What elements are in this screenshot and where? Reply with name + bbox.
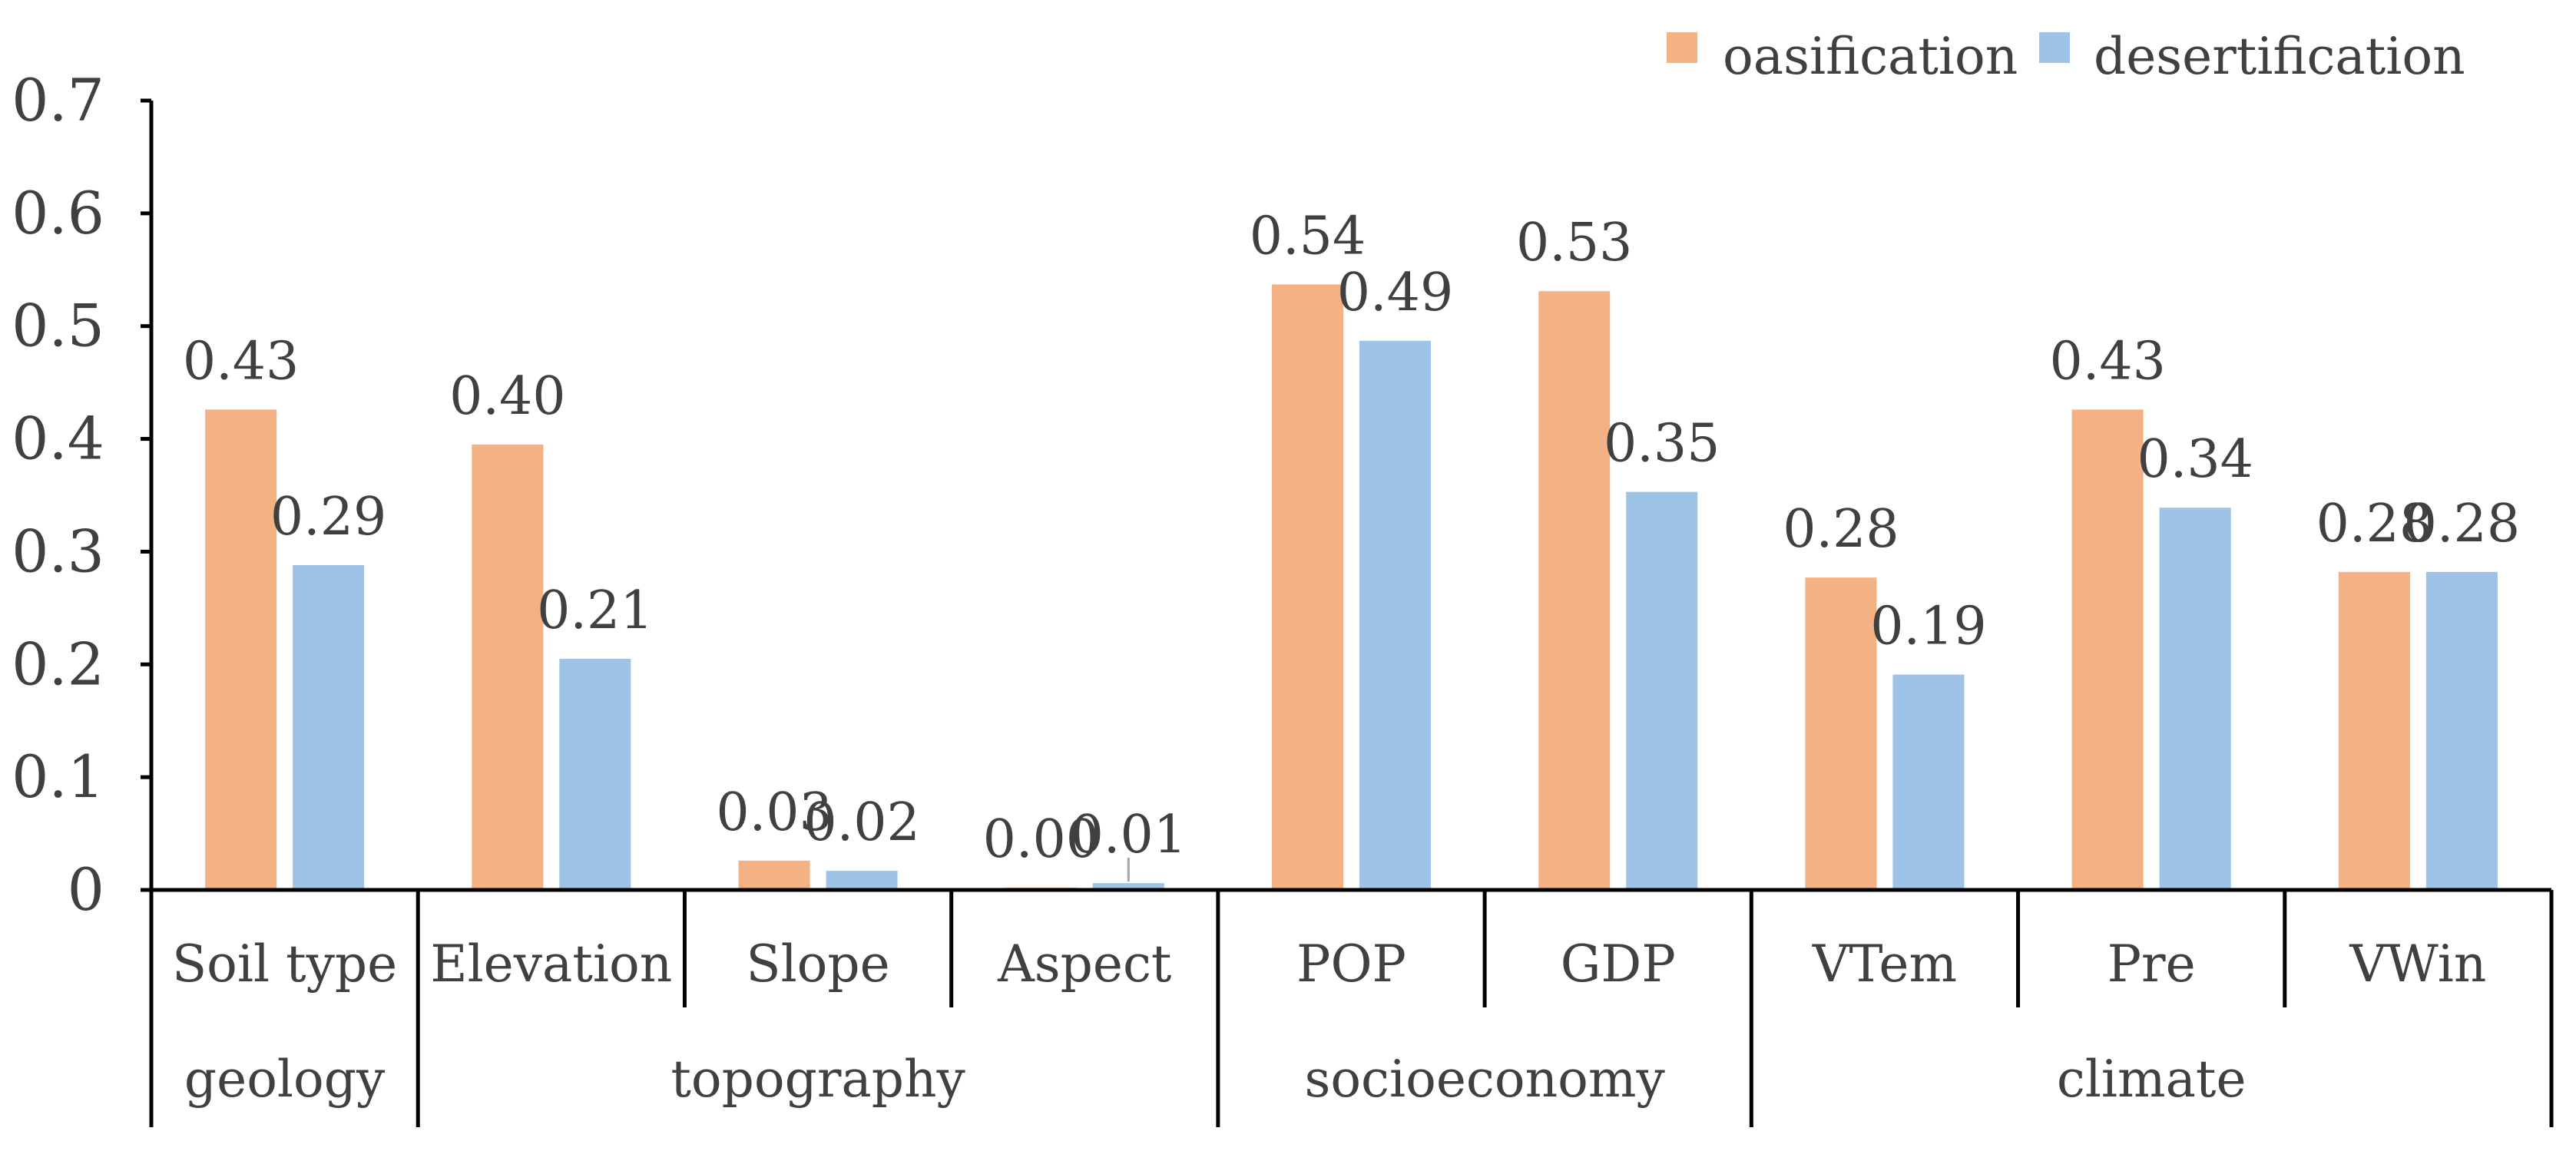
group-label: topography — [670, 1050, 965, 1109]
y-tick-label: 0 — [68, 855, 104, 924]
data-label-desertification: 0.49 — [1337, 263, 1453, 323]
bar-desertification-vwin — [2425, 571, 2498, 890]
data-label-desertification: 0.21 — [537, 580, 653, 641]
data-label-oasification: 0.43 — [2049, 331, 2165, 392]
data-label-oasification: 0.43 — [183, 331, 299, 392]
category-label: GDP — [1561, 934, 1676, 994]
y-tick-label: 0.4 — [12, 405, 104, 473]
bar-desertification-aspect — [1092, 883, 1164, 890]
data-label-desertification: 0.34 — [2137, 429, 2253, 490]
data-label-desertification: 0.29 — [270, 487, 386, 547]
y-tick-label: 0.5 — [12, 292, 104, 360]
category-label: Slope — [746, 934, 889, 994]
group-label: geology — [184, 1050, 386, 1109]
category-label: POP — [1296, 934, 1406, 994]
y-tick-label: 0.1 — [12, 743, 104, 811]
category-label: Aspect — [997, 934, 1171, 994]
bar-desertification-soil-type — [293, 565, 365, 890]
category-label: VTem — [1812, 934, 1957, 994]
group-label: socioeconomy — [1304, 1050, 1665, 1109]
bar-oasification-pre — [2071, 409, 2144, 890]
category-label: Pre — [2107, 934, 2196, 994]
bar-desertification-gdp — [1626, 491, 1698, 890]
bar-oasification-elevation — [472, 444, 544, 890]
bar-oasification-slope — [738, 860, 810, 890]
bar-desertification-pre — [2159, 508, 2231, 890]
x-axis: Soil type Elevation Slope Aspect POP GDP VTem P… — [149, 888, 2554, 1127]
data-label-oasification: 0.54 — [1250, 206, 1366, 266]
category-label: Elevation — [430, 934, 672, 994]
y-tick-label: 0.3 — [12, 517, 104, 585]
bar-oasification-pop — [1272, 284, 1343, 890]
legend-swatch-oasification — [1667, 32, 1697, 63]
bar-oasification-vtem — [1805, 577, 1877, 890]
bars: 0.43 0.29 0.40 0.21 0.030.02 0.000.01 0.540.49… — [183, 206, 2520, 890]
data-label-oasification: 0.00 — [983, 809, 1099, 870]
bar-desertification-vtem — [1892, 674, 1965, 890]
category-label: VWin — [2349, 934, 2486, 994]
data-label-desertification: 0.01 — [1071, 805, 1187, 865]
group-label: climate — [2057, 1050, 2247, 1109]
data-label-oasification: 0.40 — [449, 366, 565, 427]
bar-oasification-vwin — [2338, 571, 2410, 890]
legend-label-desertification: desertification — [2094, 27, 2465, 86]
legend-label-oasification: oasification — [1723, 27, 2018, 86]
data-label-desertification: 0.02 — [803, 792, 919, 853]
bar-oasification-soil-type — [205, 409, 277, 890]
y-tick-label: 0.7 — [12, 66, 104, 134]
data-label-oasification: 0.28 — [1783, 499, 1899, 560]
legend: oasification desertification — [1667, 27, 2465, 86]
data-label-desertification: 0.19 — [1870, 597, 1986, 657]
legend-swatch-desertification — [2039, 32, 2070, 63]
y-tick-label: 0.6 — [12, 179, 104, 247]
bar-desertification-elevation — [559, 658, 631, 890]
y-tick-label: 0.2 — [12, 630, 104, 698]
data-label-oasification: 0.03 — [716, 782, 832, 843]
data-label-desertification: 0.35 — [1604, 414, 1720, 475]
bar-desertification-slope — [826, 871, 898, 890]
data-label-oasification: 0.28 — [2316, 494, 2432, 554]
bar-desertification-pop — [1359, 340, 1431, 890]
y-axis: 0 0.1 0.2 0.3 0.4 0.5 0.6 0.7 — [12, 66, 154, 924]
bar-oasification-gdp — [1538, 291, 1611, 890]
data-label-desertification: 0.28 — [2404, 494, 2520, 554]
data-label-oasification: 0.53 — [1516, 213, 1632, 273]
category-label: Soil type — [172, 934, 397, 994]
